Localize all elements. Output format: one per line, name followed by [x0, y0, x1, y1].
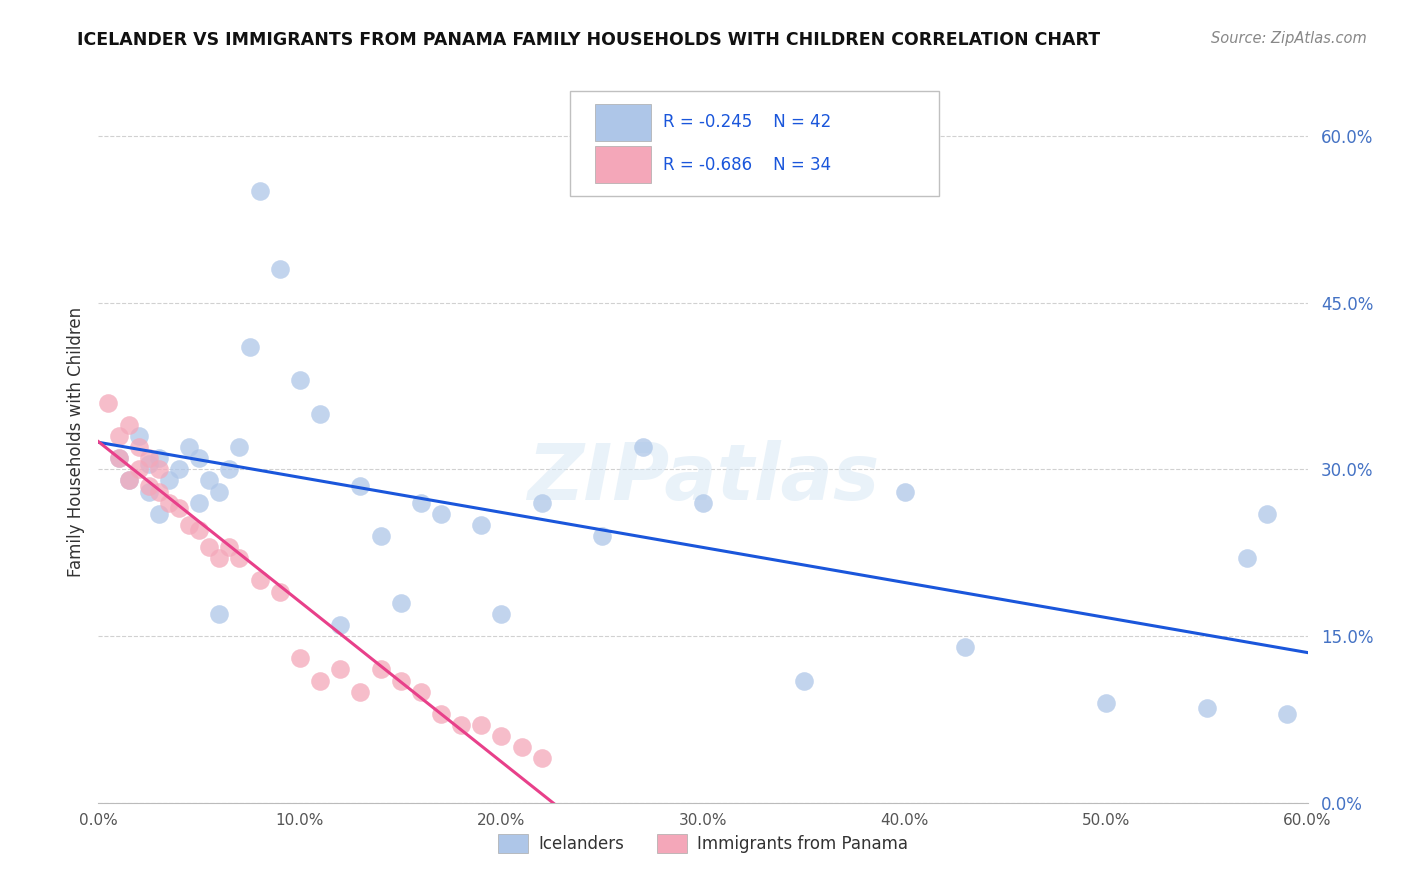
Point [157, 496, 180, 510]
Point [128, 462, 150, 476]
Point [179, 440, 201, 454]
Text: R = -0.245    N = 42: R = -0.245 N = 42 [664, 113, 831, 131]
Point [228, 440, 250, 454]
Point [409, 684, 432, 698]
Point [470, 517, 492, 532]
Point [188, 524, 211, 538]
Point [208, 484, 231, 499]
Point [530, 496, 553, 510]
Point [953, 640, 976, 655]
Point [1236, 551, 1258, 566]
Point [148, 451, 170, 466]
Point [309, 407, 332, 421]
Point [591, 529, 613, 543]
Point [157, 474, 180, 488]
Y-axis label: Family Households with Children: Family Households with Children [66, 307, 84, 576]
Point [239, 340, 262, 354]
Point [370, 529, 392, 543]
Point [389, 596, 412, 610]
Point [208, 551, 231, 566]
Point [148, 484, 170, 499]
FancyBboxPatch shape [569, 91, 939, 196]
Legend: Icelanders, Immigrants from Panama: Icelanders, Immigrants from Panama [491, 827, 915, 860]
Text: Source: ZipAtlas.com: Source: ZipAtlas.com [1211, 31, 1367, 46]
Point [118, 474, 141, 488]
Point [148, 462, 170, 476]
Point [228, 551, 250, 566]
Point [430, 706, 453, 721]
Point [188, 496, 211, 510]
Point [349, 684, 371, 698]
Text: R = -0.686    N = 34: R = -0.686 N = 34 [664, 156, 831, 174]
Point [692, 496, 714, 510]
Point [118, 417, 141, 432]
Point [329, 618, 352, 632]
Point [249, 185, 271, 199]
Point [510, 740, 533, 755]
Point [138, 451, 160, 466]
Text: ICELANDER VS IMMIGRANTS FROM PANAMA FAMILY HOUSEHOLDS WITH CHILDREN CORRELATION : ICELANDER VS IMMIGRANTS FROM PANAMA FAMI… [77, 31, 1101, 49]
Point [470, 718, 492, 732]
Point [269, 584, 291, 599]
Point [208, 607, 231, 621]
Point [349, 479, 371, 493]
Point [370, 662, 392, 676]
Point [793, 673, 815, 688]
Point [288, 373, 311, 387]
Point [269, 262, 291, 277]
Point [389, 673, 412, 688]
Point [893, 484, 915, 499]
Point [107, 451, 129, 466]
Point [138, 457, 160, 471]
Point [167, 462, 190, 476]
Point [198, 474, 221, 488]
FancyBboxPatch shape [595, 103, 651, 141]
Point [309, 673, 332, 688]
Point [631, 440, 654, 454]
Point [128, 440, 150, 454]
Point [1195, 701, 1218, 715]
Point [1256, 507, 1278, 521]
Point [107, 451, 129, 466]
Point [198, 540, 221, 554]
Point [218, 540, 240, 554]
Point [138, 479, 160, 493]
Point [179, 517, 201, 532]
Point [107, 429, 129, 443]
Point [138, 484, 160, 499]
Text: ZIPatlas: ZIPatlas [527, 440, 879, 516]
Point [167, 501, 190, 516]
Point [188, 451, 211, 466]
Point [329, 662, 352, 676]
Point [148, 507, 170, 521]
Point [118, 474, 141, 488]
Point [450, 718, 472, 732]
Point [97, 395, 120, 409]
Point [249, 574, 271, 588]
Point [218, 462, 240, 476]
Point [409, 496, 432, 510]
Point [430, 507, 453, 521]
Point [128, 429, 150, 443]
Point [288, 651, 311, 665]
Point [1277, 706, 1299, 721]
FancyBboxPatch shape [595, 146, 651, 184]
Point [491, 607, 513, 621]
Point [491, 729, 513, 743]
Point [530, 751, 553, 765]
Point [1095, 696, 1118, 710]
